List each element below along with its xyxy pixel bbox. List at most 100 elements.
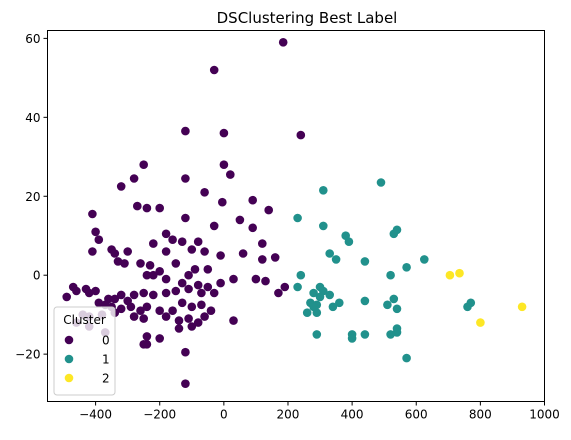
scatter-point-cluster-0 <box>129 174 139 183</box>
scatter-point-cluster-0 <box>72 286 81 296</box>
scatter-point-cluster-1 <box>296 270 306 280</box>
scatter-point-cluster-1 <box>302 308 312 318</box>
scatter-point-cluster-0 <box>171 286 181 296</box>
scatter-point-cluster-0 <box>91 286 100 296</box>
scatter-point-cluster-0 <box>123 247 132 256</box>
scatter-point-cluster-0 <box>149 270 158 280</box>
scatter-point-cluster-1 <box>309 288 318 298</box>
scatter-point-cluster-0 <box>251 274 261 284</box>
points-layer <box>62 38 527 389</box>
scatter-point-cluster-0 <box>278 38 288 47</box>
scatter-point-cluster-0 <box>142 302 152 312</box>
scatter-point-cluster-0 <box>142 340 152 349</box>
scatter-point-cluster-0 <box>142 203 152 213</box>
scatter-point-cluster-1 <box>344 237 354 246</box>
scatter-point-cluster-0 <box>116 304 126 314</box>
scatter-point-cluster-0 <box>296 130 306 140</box>
scatter-point-cluster-0 <box>155 203 164 213</box>
scatter-point-cluster-0 <box>110 294 120 304</box>
scatter-point-cluster-0 <box>136 306 145 316</box>
scatter-point-cluster-0 <box>126 302 136 312</box>
scatter-point-cluster-1 <box>402 263 411 272</box>
scatter-point-cluster-0 <box>203 282 213 292</box>
scatter-point-cluster-0 <box>264 205 274 215</box>
scatter-point-cluster-1 <box>347 334 357 343</box>
legend-title: Cluster <box>63 313 106 327</box>
scatter-point-cluster-0 <box>209 288 219 298</box>
scatter-point-cluster-0 <box>168 235 177 244</box>
y-tick-label: 40 <box>25 111 40 125</box>
x-axis: −400 −200 0 200 400 600 800 1000 <box>79 401 560 422</box>
scatter-point-cluster-0 <box>149 239 158 248</box>
scatter-point-cluster-0 <box>155 306 164 316</box>
scatter-point-cluster-1 <box>335 298 344 308</box>
scatter-point-cluster-0 <box>155 267 164 276</box>
scatter-point-cluster-0 <box>187 322 197 331</box>
scatter-point-cluster-1 <box>325 290 335 300</box>
scatter-point-cluster-0 <box>142 270 152 280</box>
scatter-point-cluster-0 <box>133 201 142 211</box>
scatter-point-cluster-0 <box>248 195 257 205</box>
scatter-point-cluster-0 <box>203 265 213 274</box>
scatter-point-cluster-1 <box>360 296 370 306</box>
scatter-point-cluster-0 <box>229 274 238 284</box>
scatter-point-cluster-1 <box>386 270 395 280</box>
scatter-point-cluster-0 <box>116 290 126 300</box>
scatter-point-cluster-0 <box>258 255 267 264</box>
scatter-point-cluster-0 <box>145 261 155 270</box>
scatter-point-cluster-0 <box>94 235 104 244</box>
scatter-point-cluster-0 <box>209 65 219 75</box>
scatter-point-cluster-0 <box>171 259 181 268</box>
scatter-point-cluster-0 <box>184 270 193 280</box>
scatter-point-cluster-1 <box>293 213 302 223</box>
x-tick-label: 200 <box>277 408 300 422</box>
legend-label-cluster-0: 0 <box>102 334 110 348</box>
scatter-point-cluster-0 <box>200 247 209 256</box>
scatter-point-cluster-0 <box>238 249 248 258</box>
scatter-point-cluster-0 <box>270 253 280 262</box>
scatter-point-cluster-0 <box>226 170 235 179</box>
scatter-point-cluster-2 <box>445 270 455 280</box>
y-tick-label: −20 <box>15 348 40 362</box>
scatter-point-cluster-0 <box>161 288 171 298</box>
x-tick-label: 600 <box>405 408 428 422</box>
y-axis: −20 0 20 40 60 <box>15 32 48 362</box>
scatter-point-cluster-1 <box>319 221 328 231</box>
scatter-point-cluster-0 <box>193 318 203 327</box>
scatter-point-cluster-0 <box>200 312 209 321</box>
x-tick-label: −200 <box>143 408 176 422</box>
scatter-point-cluster-2 <box>517 302 527 312</box>
scatter-point-cluster-1 <box>293 282 302 292</box>
scatter-point-cluster-1 <box>402 353 411 363</box>
scatter-point-cluster-1 <box>312 308 322 318</box>
legend-items: 0 1 2 <box>64 334 110 386</box>
scatter-point-cluster-0 <box>181 174 190 183</box>
scatter-point-cluster-1 <box>420 255 429 264</box>
scatter-point-cluster-0 <box>184 314 193 323</box>
scatter-point-cluster-1 <box>376 178 386 187</box>
scatter-point-cluster-0 <box>91 227 100 237</box>
scatter-point-cluster-1 <box>389 229 399 239</box>
scatter-point-cluster-1 <box>463 302 472 312</box>
scatter-point-cluster-0 <box>200 188 209 197</box>
legend-label-cluster-1: 1 <box>102 353 110 367</box>
scatter-point-cluster-0 <box>177 278 187 288</box>
scatter-point-cluster-0 <box>174 324 184 333</box>
scatter-point-cluster-0 <box>139 160 148 169</box>
scatter-point-cluster-1 <box>312 330 322 339</box>
scatter-point-cluster-1 <box>315 292 325 302</box>
scatter-point-cluster-0 <box>219 128 229 138</box>
scatter-point-cluster-1 <box>360 330 370 339</box>
scatter-point-cluster-0 <box>139 314 148 323</box>
scatter-point-cluster-0 <box>177 237 187 246</box>
scatter-point-cluster-1 <box>392 328 402 337</box>
x-tick-label: 800 <box>469 408 492 422</box>
scatter-point-cluster-1 <box>331 255 341 264</box>
scatter-point-cluster-0 <box>129 312 139 321</box>
scatter-point-cluster-0 <box>149 290 158 300</box>
scatter-point-cluster-1 <box>383 300 392 310</box>
scatter-point-cluster-0 <box>248 223 257 233</box>
scatter-point-cluster-0 <box>129 290 139 300</box>
scatter-point-cluster-0 <box>197 288 206 298</box>
scatter-point-cluster-0 <box>168 306 177 316</box>
